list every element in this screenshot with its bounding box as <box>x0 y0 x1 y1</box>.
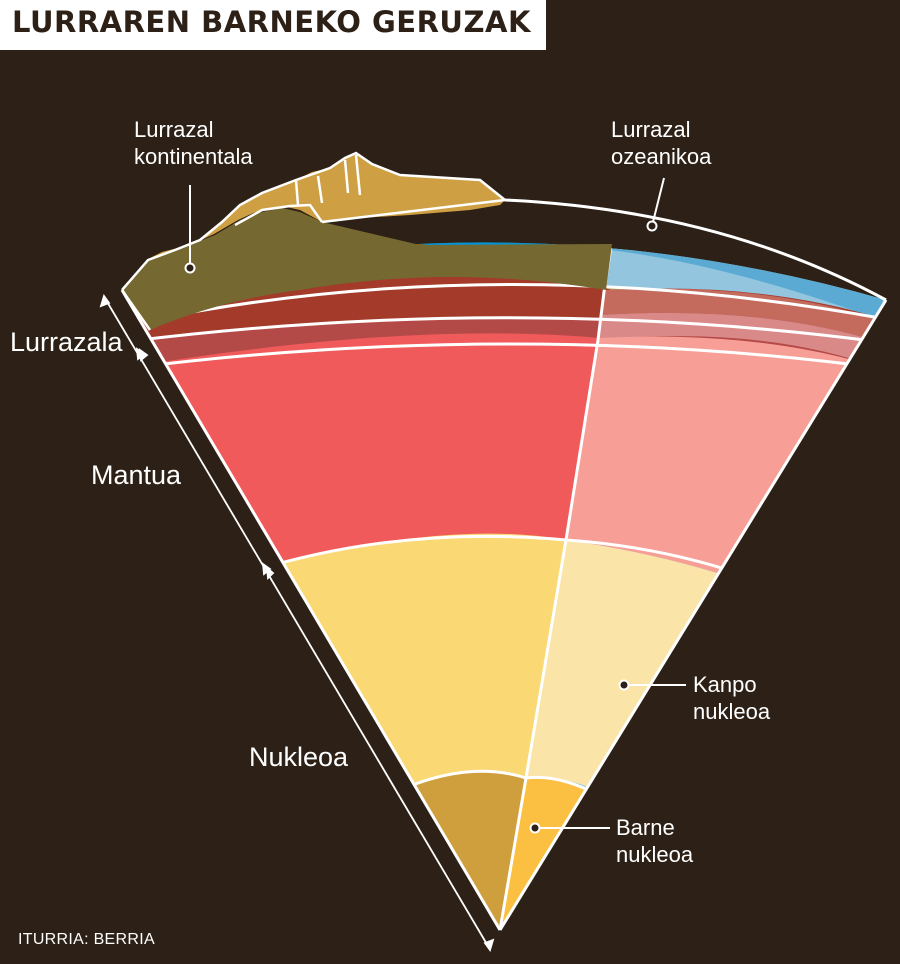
label-oceanic-crust-2: ozeanikoa <box>611 144 712 169</box>
label-oceanic-crust-1: Lurrazal <box>611 117 690 142</box>
label-outer-core-2: nukleoa <box>693 699 771 724</box>
continental-crust-top <box>122 208 612 330</box>
page-title: LURRAREN BARNEKO GERUZAK <box>12 5 531 39</box>
crust-pink-band-right <box>598 312 880 368</box>
label-mantle: Mantua <box>91 460 182 490</box>
crust-red-band-right <box>600 288 880 342</box>
label-continental-crust-2: kontinentala <box>134 144 253 169</box>
title-banner: LURRAREN BARNEKO GERUZAK <box>0 0 546 50</box>
label-crust: Lurrazala <box>10 327 124 357</box>
label-inner-core-1: Barne <box>616 815 675 840</box>
label-core: Nukleoa <box>249 742 349 772</box>
source-credit: ITURRIA: BERRIA <box>18 931 155 948</box>
label-outer-core-1: Kanpo <box>693 672 757 697</box>
label-inner-core-2: nukleoa <box>616 842 694 867</box>
mountain <box>150 153 505 258</box>
label-continental-crust-1: Lurrazal <box>134 117 213 142</box>
outer-core-right <box>526 540 880 930</box>
